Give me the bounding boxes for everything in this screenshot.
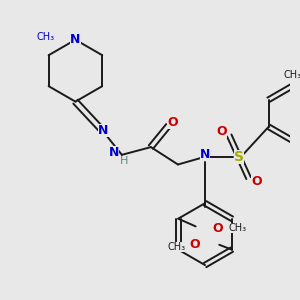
Text: N: N <box>200 148 210 161</box>
Text: N: N <box>109 146 119 159</box>
Text: H: H <box>120 156 128 166</box>
Text: O: O <box>212 222 223 235</box>
Text: CH₃: CH₃ <box>167 242 185 252</box>
Text: N: N <box>70 33 81 46</box>
Text: CH₃: CH₃ <box>229 223 247 233</box>
Text: O: O <box>216 125 227 138</box>
Text: O: O <box>251 176 262 188</box>
Text: S: S <box>234 150 244 164</box>
Text: CH₃: CH₃ <box>36 32 54 42</box>
Text: CH₃: CH₃ <box>283 70 300 80</box>
Text: N: N <box>98 124 109 137</box>
Text: O: O <box>189 238 200 251</box>
Text: O: O <box>168 116 178 129</box>
